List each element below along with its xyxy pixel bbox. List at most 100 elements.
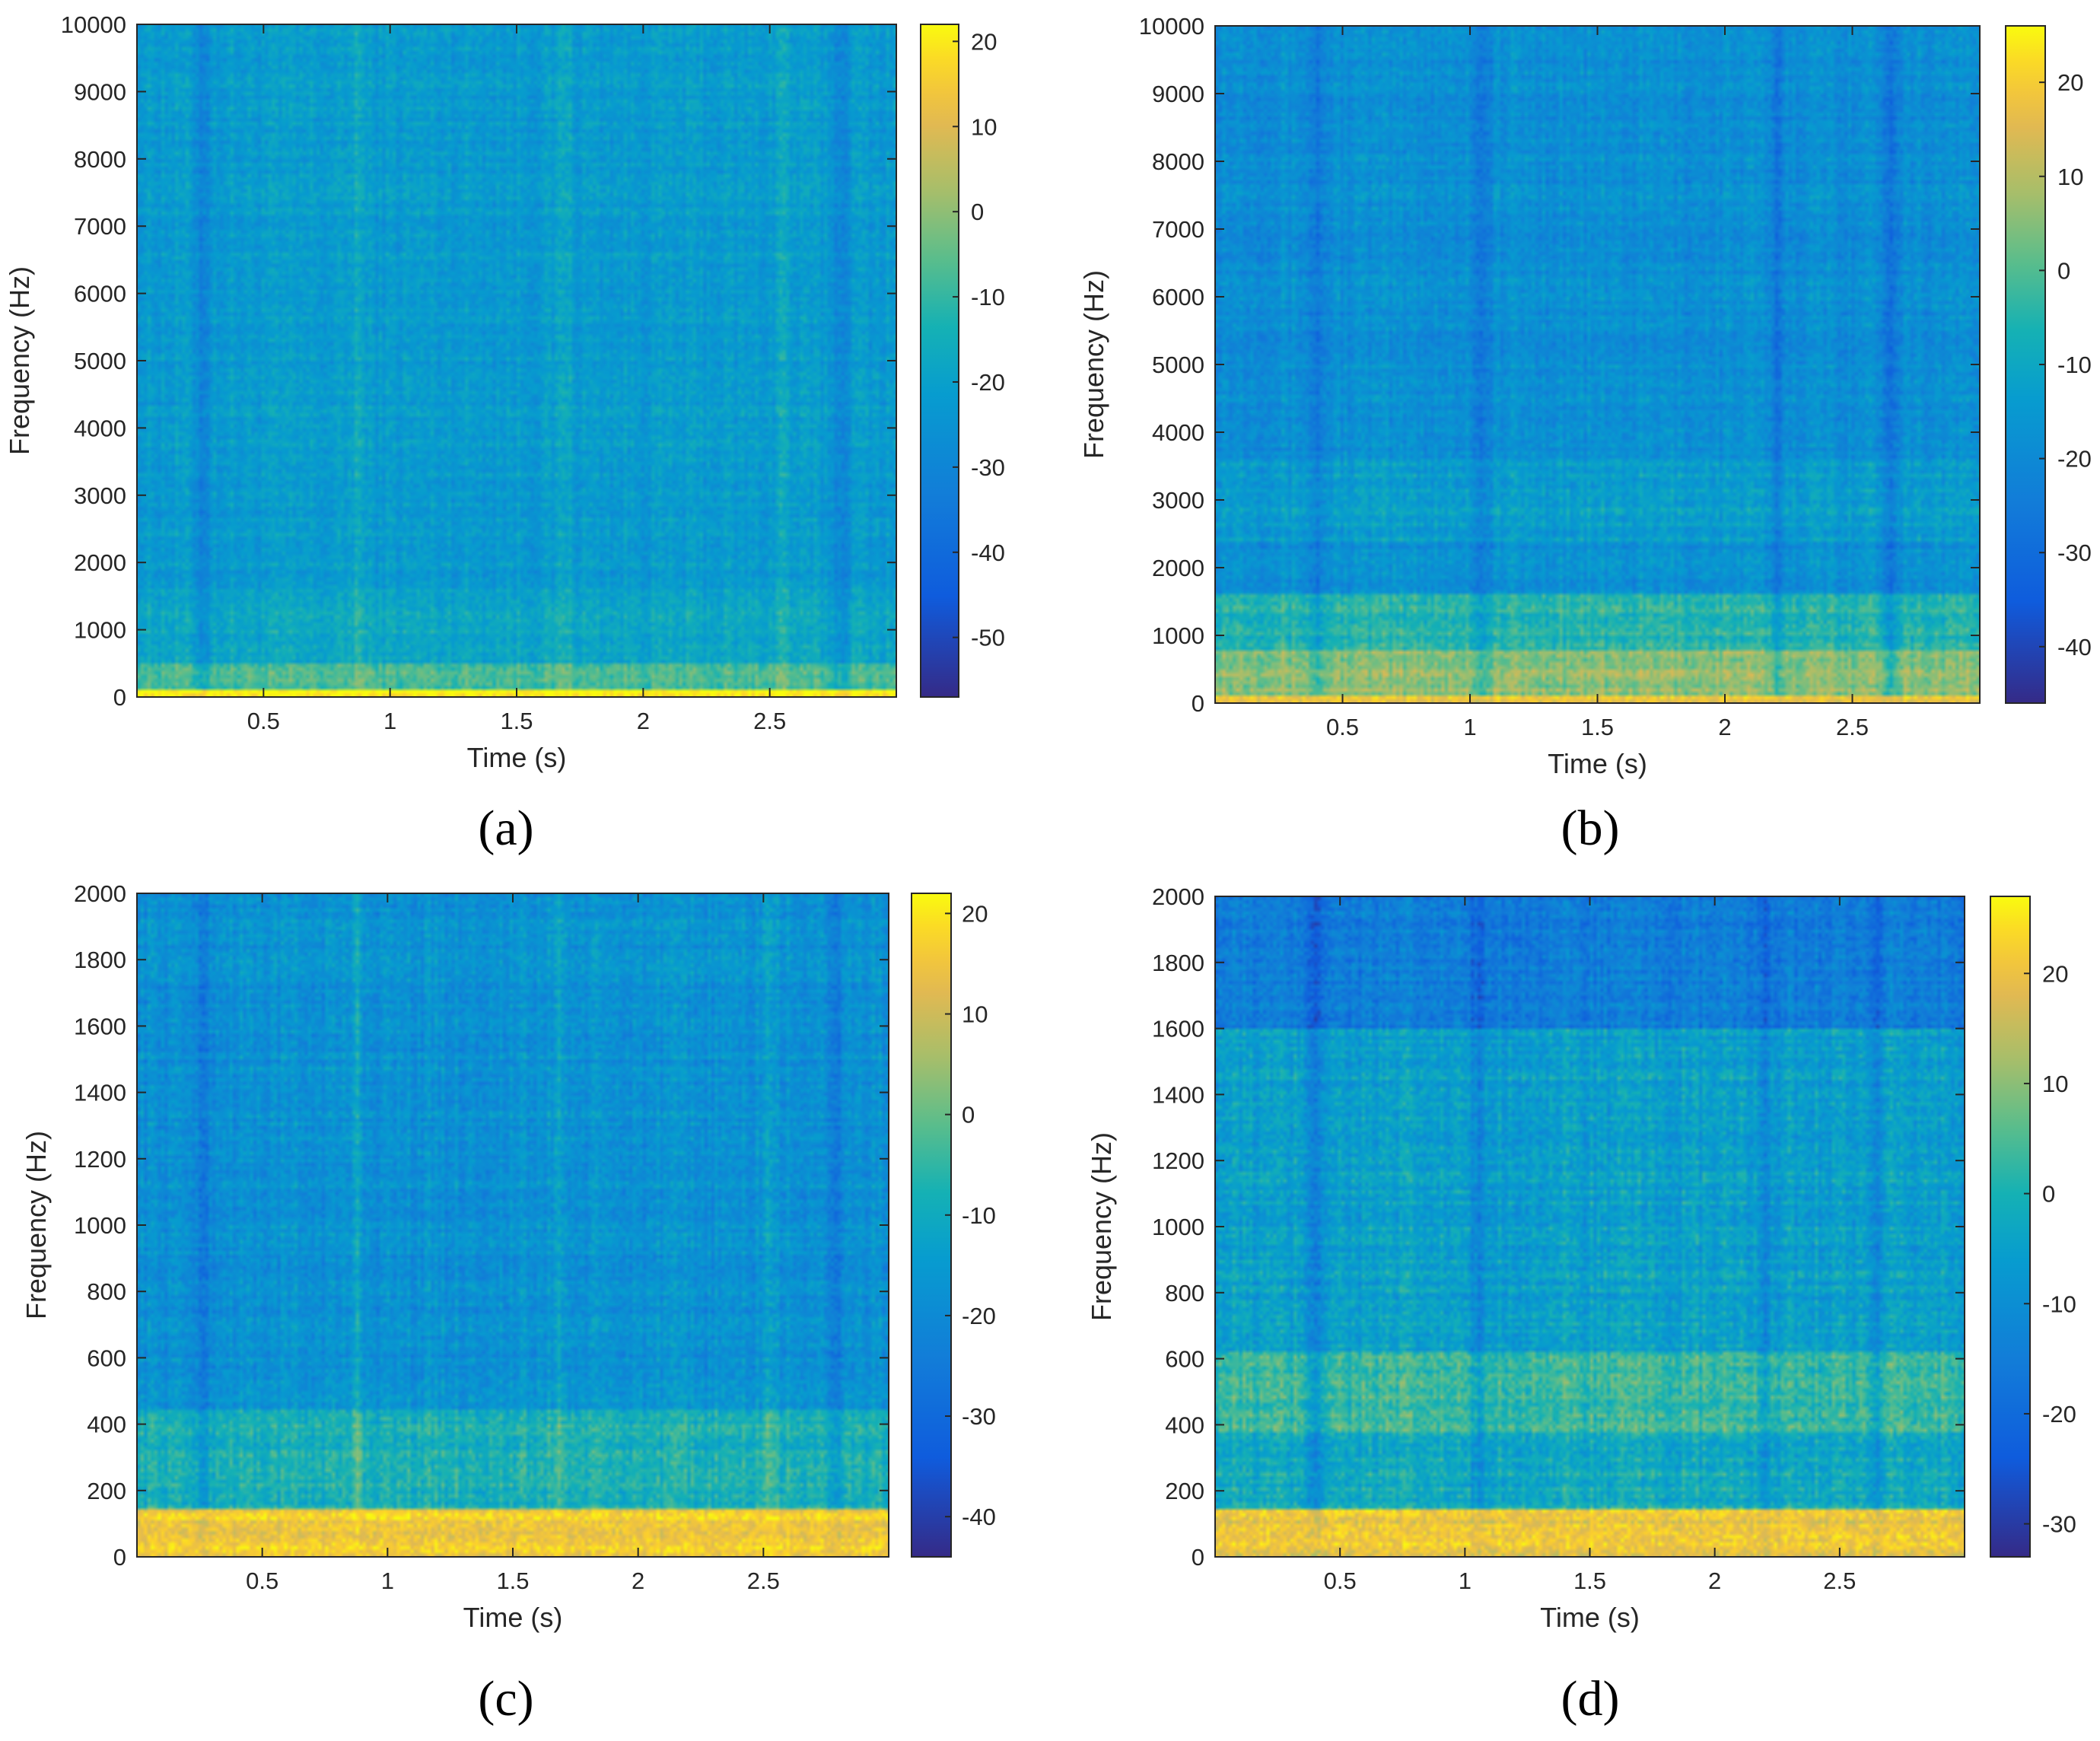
colorbar-tick-label: -40 (971, 539, 1005, 566)
x-axis-label: Time (s) (463, 1602, 563, 1633)
spectrogram-panel-b: 0.5 1 1.5 2 2.5 0 1000 2000 3000 4000 5000 6000 7000… (1050, 0, 2100, 870)
y-tick-label: 4000 (74, 415, 126, 441)
spectrogram-image (137, 24, 896, 697)
colorbar-tick-label: 20 (962, 900, 988, 927)
colorbar-tick-label: 10 (2057, 164, 2083, 190)
y-tick-label: 5000 (1152, 352, 1204, 378)
y-tick-label: 3000 (74, 482, 126, 509)
y-tick-label: 600 (1165, 1346, 1204, 1373)
spectrogram-c-svg: 0.5 1 1.5 2 2.502004006008001000120014001600… (21, 880, 996, 1727)
x-tick-label: 0.5 (246, 1568, 278, 1594)
colorbar-tick-label: -10 (2057, 352, 2092, 378)
panel-label: (a) (478, 800, 533, 856)
spectrogram-image (1215, 26, 1980, 703)
y-tick-label: 2000 (1152, 555, 1204, 581)
y-tick-label: 0 (1192, 690, 1204, 717)
colorbar-tick-label: -50 (971, 625, 1005, 651)
y-tick-label: 1200 (74, 1146, 126, 1173)
y-tick-label: 1400 (1152, 1081, 1204, 1108)
spectrogram-panel-a: 0.5 1 1.5 2 2.5 0 1000 2000 3000 4000 5000 6000 7000… (0, 0, 1050, 870)
y-tick-label: 0 (1192, 1544, 1204, 1571)
y-tick-label: 8000 (74, 146, 126, 173)
x-axis-label: Time (s) (467, 742, 567, 773)
panel-label: (c) (478, 1671, 533, 1727)
x-axis-label: Time (s) (1540, 1602, 1640, 1633)
x-tick-label: 2.5 (1836, 714, 1869, 740)
colorbar-tick-label: -10 (2042, 1291, 2076, 1317)
x-tick-label: 2 (1708, 1568, 1721, 1594)
colorbar-tick-label: -10 (971, 284, 1005, 310)
colorbar-tick-label: -20 (2057, 446, 2092, 473)
y-axis-label: Frequency (Hz) (1078, 270, 1109, 459)
y-axis-label: Frequency (Hz) (21, 1131, 52, 1319)
x-tick-label: 1.5 (500, 708, 533, 734)
x-tick-label: 1 (383, 708, 396, 734)
colorbar-tick-label: -20 (971, 369, 1005, 396)
y-tick-label: 200 (1165, 1478, 1204, 1504)
y-tick-label: 1600 (74, 1013, 126, 1039)
y-tick-label: 400 (87, 1412, 126, 1438)
spectrogram-image (1215, 896, 1965, 1557)
x-tick-label: 2 (632, 1568, 644, 1594)
x-tick-label: 2 (1718, 714, 1731, 740)
x-tick-label: 2 (637, 708, 650, 734)
colorbar (911, 893, 952, 1558)
x-tick-label: 2.5 (1823, 1568, 1856, 1594)
y-tick-label: 800 (87, 1278, 126, 1305)
spectrogram-a-svg: 0.5 1 1.5 2 2.5 0 1000 2000 3000 4000 5000 6000 7000… (4, 11, 1005, 856)
colorbar-tick-label: 10 (971, 113, 997, 140)
y-tick-label: 600 (87, 1345, 126, 1371)
colorbar-tick-label: 0 (971, 199, 984, 225)
x-tick-label: 1 (1459, 1568, 1472, 1594)
x-tick-label: 1.5 (1573, 1568, 1606, 1594)
y-tick-label: 800 (1165, 1280, 1204, 1307)
x-tick-label: 2.5 (747, 1568, 780, 1594)
y-tick-label: 10000 (1139, 13, 1204, 40)
y-tick-label: 7000 (1152, 216, 1204, 243)
colorbar-tick-label: 10 (2042, 1071, 2068, 1097)
y-tick-label: 1800 (1152, 950, 1204, 976)
colorbar-tick-label: 0 (962, 1102, 975, 1128)
y-tick-label: 1800 (74, 947, 126, 973)
y-tick-label: 6000 (74, 281, 126, 307)
colorbar-tick-label: 20 (2042, 960, 2068, 987)
y-tick-label: 0 (113, 684, 126, 711)
colorbar-tick-label: -20 (962, 1303, 996, 1329)
colorbar-tick-label: -30 (2042, 1511, 2076, 1538)
y-tick-label: 1400 (74, 1080, 126, 1106)
y-tick-label: 200 (87, 1478, 126, 1504)
y-tick-label: 1000 (74, 1212, 126, 1239)
colorbar-tick-label: -20 (2042, 1401, 2076, 1427)
spectrogram-panel-d: 0.5 1 1.5 2 2.5 0 200 400 600 800 1000 1200 1400 1600… (1050, 870, 2100, 1741)
colorbar-tick-label: 0 (2042, 1181, 2055, 1208)
spectrogram-image (137, 893, 889, 1557)
colorbar (1990, 896, 2031, 1558)
colorbar (920, 24, 959, 698)
y-tick-label: 7000 (74, 213, 126, 240)
colorbar-tick-label: 20 (971, 28, 997, 55)
y-tick-label: 5000 (74, 348, 126, 374)
y-tick-label: 4000 (1152, 419, 1204, 446)
panel-label: (d) (1561, 1671, 1620, 1727)
y-tick-label: 6000 (1152, 284, 1204, 310)
y-tick-label: 9000 (74, 78, 126, 105)
y-tick-label: 8000 (1152, 148, 1204, 175)
x-tick-label: 1.5 (1581, 714, 1614, 740)
x-tick-label: 2.5 (753, 708, 786, 734)
y-tick-label: 10000 (61, 11, 126, 38)
y-axis-label: Frequency (Hz) (4, 266, 35, 455)
y-tick-label: 2000 (74, 880, 126, 907)
x-tick-label: 0.5 (1324, 1568, 1357, 1594)
colorbar-tick-label: 20 (2057, 69, 2083, 96)
y-tick-label: 1200 (1152, 1147, 1204, 1174)
colorbar-tick-label: -10 (962, 1202, 996, 1229)
colorbar-tick-label: -30 (971, 454, 1005, 481)
y-tick-label: 1600 (1152, 1016, 1204, 1042)
y-tick-label: 2000 (1152, 883, 1204, 910)
x-tick-label: 0.5 (1326, 714, 1359, 740)
panel-label: (b) (1561, 800, 1620, 856)
colorbar-tick-label: -30 (2057, 539, 2092, 566)
spectrogram-panel-c: 0.5 1 1.5 2 2.5 0 200 400 600 800 1000 1200 1400 1600… (0, 870, 1050, 1741)
y-tick-label: 1000 (1152, 1214, 1204, 1240)
x-tick-label: 1.5 (496, 1568, 529, 1594)
